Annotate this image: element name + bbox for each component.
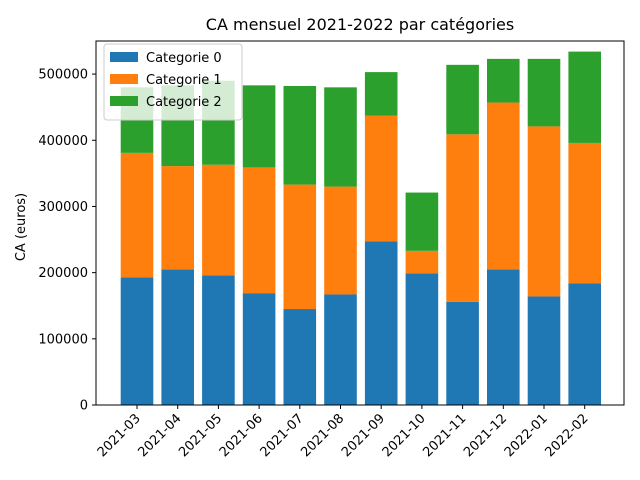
- bar-2021-12-series-2: [487, 58, 520, 103]
- y-tick-label: 100000: [38, 332, 88, 347]
- bar-2021-05-series-1: [202, 164, 235, 276]
- bar-2021-11-series-2: [446, 64, 479, 135]
- bar-2022-02-series-2: [568, 51, 601, 143]
- bar-2021-04-series-0: [161, 269, 194, 405]
- bar-2021-09-series-0: [364, 241, 398, 405]
- bar-2021-12-series-0: [487, 269, 520, 405]
- bar-2021-12-series-1: [487, 102, 520, 270]
- bar-2021-03-series-0: [120, 277, 154, 405]
- bar-2022-02-series-1: [568, 142, 601, 284]
- bar-2021-05-series-0: [202, 275, 235, 405]
- x-ticks: 2021-032021-042021-052021-062021-072021-…: [95, 405, 592, 460]
- bar-2021-03-series-1: [120, 152, 154, 278]
- bar-2021-07-series-2: [283, 86, 317, 185]
- bar-2021-08-series-2: [324, 87, 357, 187]
- x-tick-label: 2022-01: [502, 411, 551, 460]
- bar-2021-07-series-1: [283, 184, 317, 310]
- y-axis-label: CA (euros): [14, 193, 29, 261]
- plot-border: [95, 40, 625, 406]
- title-layer: CA mensuel 2021-2022 par catégories: [206, 15, 514, 34]
- bar-2021-10-series-1: [405, 250, 439, 274]
- x-tick-label: 2021-08: [298, 411, 347, 460]
- bar-2021-08-series-0: [324, 294, 357, 405]
- x-tick-label: 2021-06: [217, 411, 266, 460]
- chart-title: CA mensuel 2021-2022 par catégories: [206, 15, 514, 34]
- bar-2021-10-series-0: [405, 273, 439, 405]
- x-tick-label: 2021-11: [420, 411, 469, 460]
- x-tick-label: 2021-09: [339, 411, 388, 460]
- legend-box: [103, 43, 243, 121]
- x-tick-label: 2021-04: [136, 411, 185, 460]
- bar-2021-04-series-1: [161, 166, 194, 270]
- y-tick-label: 400000: [38, 134, 88, 149]
- axes-frame: [95, 40, 625, 406]
- bar-2021-06-series-1: [242, 167, 276, 294]
- bar-2021-08-series-1: [324, 186, 357, 295]
- y-tick-label: 300000: [38, 200, 88, 215]
- x-tick-label: 2021-03: [95, 411, 144, 460]
- x-tick-label: 2022-02: [543, 411, 592, 460]
- bar-2021-11-series-0: [446, 301, 479, 405]
- legend: Categorie 0 Categorie 1 Categorie 2: [103, 43, 243, 121]
- y-tick-label: 200000: [38, 266, 88, 281]
- legend-label: Categorie 0: [146, 51, 222, 66]
- x-tick-label: 2021-07: [258, 411, 307, 460]
- y-tick-label: 500000: [38, 68, 88, 83]
- y-ticks: 0 100000 200000 300000 400000 500000: [38, 68, 96, 414]
- bar-2021-09-series-1: [364, 115, 398, 242]
- legend-swatch: [110, 52, 138, 62]
- x-tick-label: 2021-12: [461, 411, 510, 460]
- legend-label: Categorie 2: [146, 95, 222, 110]
- bar-2021-11-series-1: [446, 134, 479, 302]
- bar-2022-01-series-2: [527, 58, 561, 127]
- legend-swatch: [110, 96, 138, 106]
- x-tick-label: 2021-05: [176, 411, 225, 460]
- bar-2022-02-series-0: [568, 283, 601, 405]
- bar-2022-01-series-1: [527, 126, 561, 297]
- bar-2021-09-series-2: [364, 72, 398, 116]
- bar-2021-07-series-0: [283, 309, 317, 405]
- bars-layer: [120, 51, 601, 405]
- y-tick-label: 0: [80, 399, 88, 414]
- bar-2021-06-series-0: [242, 293, 276, 405]
- ylabel-layer: CA (euros): [14, 193, 29, 261]
- bar-2021-06-series-2: [242, 85, 276, 168]
- x-tick-label: 2021-10: [380, 411, 429, 460]
- legend-swatch: [110, 74, 138, 84]
- bar-2022-01-series-0: [527, 296, 561, 405]
- bar-2021-10-series-2: [405, 192, 439, 251]
- legend-label: Categorie 1: [146, 73, 222, 88]
